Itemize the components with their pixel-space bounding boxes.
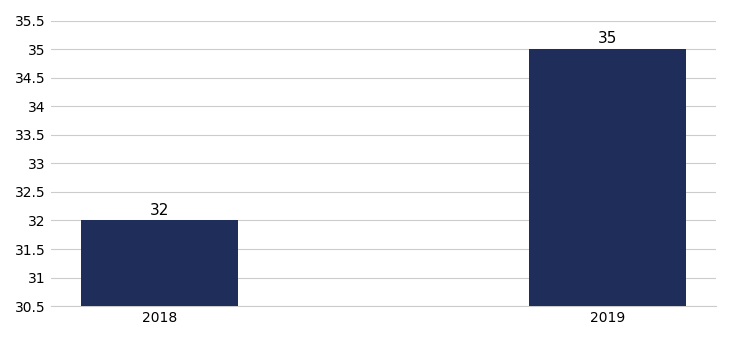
Text: 32: 32 [150,203,169,218]
Bar [81,220,238,306]
Text: 35: 35 [598,31,617,46]
Bar [529,49,686,306]
